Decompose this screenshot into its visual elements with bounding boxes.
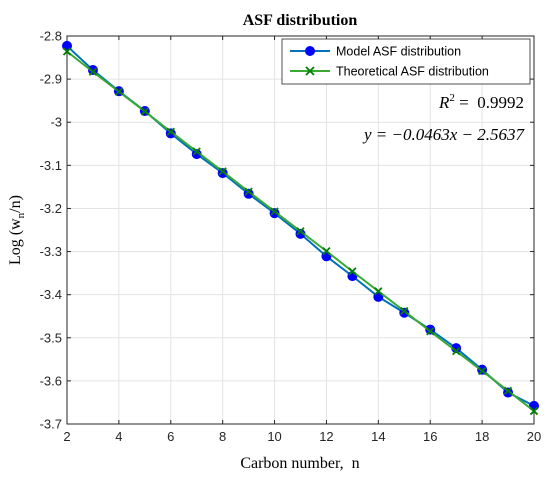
chart-title: ASF distribution (243, 12, 358, 29)
data-point-theoretical (62, 47, 72, 56)
data-point-theoretical (322, 246, 331, 256)
data-point-theoretical (477, 366, 487, 376)
data-point-theoretical (192, 147, 201, 156)
data-point-theoretical (296, 227, 305, 236)
data-point-theoretical (218, 167, 227, 176)
data-point-theoretical (140, 107, 149, 116)
y-tick-label: -2.9 (40, 72, 62, 87)
y-tick-label: -3.7 (40, 417, 62, 432)
data-point-theoretical (374, 287, 383, 296)
data-point-theoretical (503, 386, 513, 395)
r-squared-annotation: R2 = 0.9992 (438, 92, 524, 112)
y-tick-label: -3.1 (40, 158, 62, 173)
y-axis-label-subscript: n (15, 212, 27, 218)
legend-marker-model (305, 46, 315, 56)
y-axis-label-suffix: /n) (7, 195, 24, 213)
y-axis-label-prefix: Log (w (7, 218, 24, 265)
legend-marker-theoretical (305, 66, 315, 76)
y-tick-label: -3.2 (40, 201, 62, 216)
x-tick-label: 6 (167, 429, 174, 444)
x-tick-label: 4 (115, 429, 122, 444)
x-tick-label: 10 (267, 429, 281, 444)
data-point-theoretical (348, 267, 357, 276)
data-point-theoretical (114, 87, 124, 96)
y-tick-label: -3.4 (40, 287, 62, 302)
legend-label-theoretical: Theoretical ASF distribution (336, 65, 489, 79)
data-point-theoretical (270, 207, 279, 216)
x-tick-label: 12 (319, 429, 333, 444)
r-squared-exponent: 2 (449, 92, 455, 104)
legend-box (281, 38, 531, 85)
x-tick-label: 14 (371, 429, 385, 444)
data-point-theoretical (88, 67, 98, 76)
y-axis-label: Log (wn/n) (7, 195, 27, 265)
r-squared-symbol: R (438, 93, 450, 112)
x-tick-label: 18 (475, 429, 489, 444)
x-axis-label: Carbon number, n (240, 455, 359, 472)
legend-label-model: Model ASF distribution (336, 45, 461, 59)
y-tick-label: -3.5 (40, 330, 62, 345)
series-theoretical (62, 47, 539, 416)
data-point-model (243, 188, 254, 199)
r-squared-value: = 0.9992 (455, 93, 524, 112)
data-point-theoretical (166, 127, 175, 136)
x-tick-label: 20 (527, 429, 541, 444)
regression-equation: y = −0.0463x − 2.5637 (362, 125, 526, 144)
x-tick-label: 16 (423, 429, 437, 444)
data-series (62, 40, 539, 416)
y-tick-label: -3.6 (40, 373, 62, 388)
x-tick-label: 2 (63, 429, 70, 444)
data-point-theoretical (452, 347, 461, 356)
data-point-theoretical (529, 406, 539, 416)
y-tick-label: -2.8 (40, 29, 62, 44)
y-tick-label: -3.3 (40, 244, 62, 259)
data-point-theoretical (426, 327, 435, 336)
x-tick-label: 8 (219, 429, 226, 444)
data-point-theoretical (400, 306, 409, 316)
axes-box (66, 35, 535, 425)
data-point-theoretical (244, 187, 253, 196)
y-tick-labels: -2.8 -2.9 -3 -3.1 -3.2 -3.3 -3.4 -3.5 -3.6 -3.7 (40, 29, 62, 432)
x-tick-labels: 2 4 6 8 10 12 14 16 18 20 (63, 429, 541, 444)
y-tick-label: -3 (50, 115, 62, 130)
legend: Model ASF distribution Theoretical ASF d… (281, 38, 531, 85)
